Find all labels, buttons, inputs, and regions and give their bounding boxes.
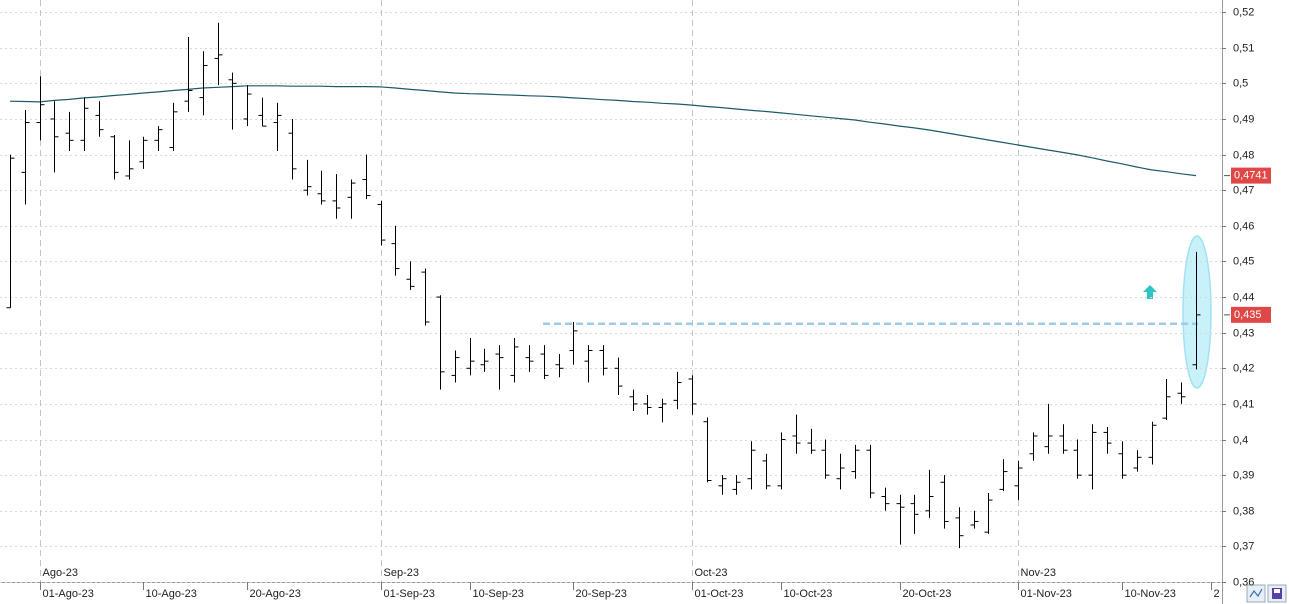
x-tick-label: 01-Nov-23 xyxy=(1021,588,1072,600)
x-tick-label: 20-Oct-23 xyxy=(903,588,952,600)
x-tick-label: 01-Sep-23 xyxy=(384,588,435,600)
x-tick-label: 10-Ago-23 xyxy=(146,588,197,600)
y-tick-label: 0,44 xyxy=(1233,291,1254,303)
y-tick-label: 0,48 xyxy=(1233,149,1254,161)
y-tick-label: 0,36 xyxy=(1233,576,1254,588)
save-icon-slot xyxy=(1274,589,1280,593)
toolbar xyxy=(1246,584,1287,603)
x-tick-label: 01-Ago-23 xyxy=(43,588,94,600)
x-tick-label: 20-Sep-23 xyxy=(576,588,627,600)
y-tick-label: 0,51 xyxy=(1233,42,1254,54)
y-tick-label: 0,46 xyxy=(1233,220,1254,232)
y-tick-label: 0,37 xyxy=(1233,540,1254,552)
y-tick-label: 0,42 xyxy=(1233,362,1254,374)
price-marker-label: 0,4741 xyxy=(1234,170,1268,182)
y-tick-label: 0,5 xyxy=(1233,77,1248,89)
up-arrow xyxy=(1143,285,1157,299)
y-tick-label: 0,47 xyxy=(1233,184,1254,196)
price-marker-box xyxy=(1231,167,1271,184)
price-marker-label: 0,435 xyxy=(1234,309,1262,321)
x-tick-label: 2 xyxy=(1214,588,1220,600)
month-label: Ago-23 xyxy=(43,567,78,579)
y-tick-label: 0,38 xyxy=(1233,505,1254,517)
y-tick-label: 0,4 xyxy=(1233,434,1248,446)
x-tick-label: 01-Oct-23 xyxy=(695,588,744,600)
y-tick-label: 0,52 xyxy=(1233,6,1254,18)
moving-average-line xyxy=(9,85,1197,177)
x-tick-label: 10-Sep-23 xyxy=(473,588,524,600)
axes: 0,36 0,37 0,38 0,39 0,4 0,41 0,42 0,43 0,44 0,45 0… xyxy=(40,6,1271,600)
y-tick-label: 0,43 xyxy=(1233,327,1254,339)
month-label: Nov-23 xyxy=(1021,567,1056,579)
save-icon xyxy=(1272,588,1282,599)
month-label: Sep-23 xyxy=(384,567,419,579)
month-label: Oct-23 xyxy=(695,567,728,579)
x-tick-label: 20-Ago-23 xyxy=(250,588,301,600)
y-tick-label: 0,39 xyxy=(1233,469,1254,481)
x-tick-label: 10-Nov-23 xyxy=(1125,588,1176,600)
y-tick-label: 0,49 xyxy=(1233,113,1254,125)
chart-style-icon xyxy=(1249,588,1263,598)
x-tick-label: 10-Oct-23 xyxy=(784,588,833,600)
y-tick-label: 0,45 xyxy=(1233,255,1254,267)
plot xyxy=(6,22,1201,549)
price-marker-box xyxy=(1231,306,1271,323)
y-tick-label: 0,41 xyxy=(1233,398,1254,410)
